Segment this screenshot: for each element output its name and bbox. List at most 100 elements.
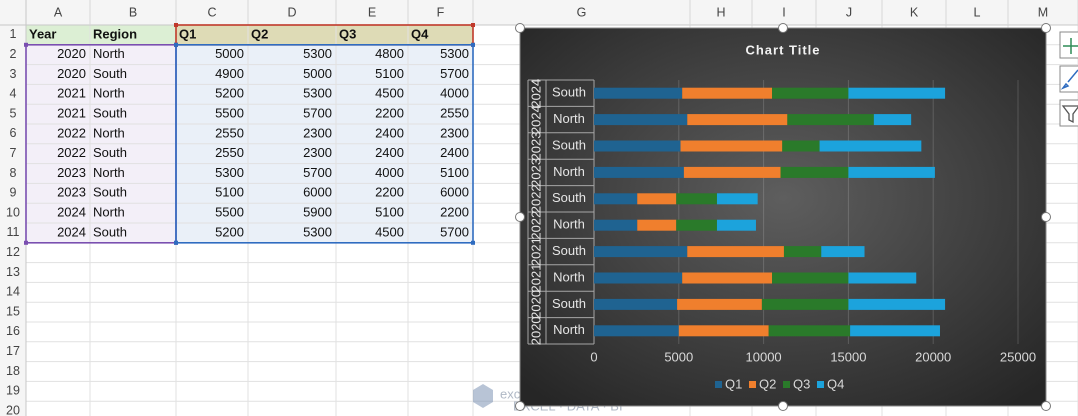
table-cell[interactable]: 4800 — [375, 46, 404, 61]
row-header[interactable]: 20 — [6, 403, 20, 416]
table-cell[interactable]: 4000 — [375, 165, 404, 180]
resize-handle[interactable] — [778, 401, 788, 411]
row-header[interactable]: 1 — [10, 27, 17, 41]
table-cell[interactable]: 2020 — [57, 46, 86, 61]
table-cell[interactable]: 2550 — [215, 125, 244, 140]
table-cell[interactable]: 5000 — [215, 46, 244, 61]
table-cell[interactable]: 5300 — [440, 46, 469, 61]
row-header[interactable]: 10 — [6, 205, 20, 219]
row-header[interactable]: 4 — [10, 87, 17, 101]
resize-handle[interactable] — [778, 23, 788, 33]
resize-handle[interactable] — [515, 212, 525, 222]
column-header[interactable]: M — [1038, 5, 1048, 19]
table-cell[interactable]: 5700 — [303, 165, 332, 180]
table-cell[interactable]: 2400 — [375, 125, 404, 140]
table-cell[interactable]: 5200 — [215, 224, 244, 239]
table-cell[interactable]: 2021 — [57, 86, 86, 101]
row-header[interactable]: 11 — [7, 225, 20, 239]
header-cell[interactable]: Region — [93, 26, 137, 41]
table-cell[interactable]: 6000 — [440, 185, 469, 200]
table-cell[interactable]: South — [93, 145, 127, 160]
table-cell[interactable]: 2022 — [57, 145, 86, 160]
table-cell[interactable]: 5000 — [303, 66, 332, 81]
table-cell[interactable]: 2300 — [303, 145, 332, 160]
table-cell[interactable]: 5100 — [215, 185, 244, 200]
row-header[interactable]: 3 — [10, 67, 17, 81]
table-cell[interactable]: 5300 — [215, 165, 244, 180]
table-cell[interactable]: 5500 — [215, 106, 244, 121]
resize-handle[interactable] — [1041, 23, 1051, 33]
header-cell[interactable]: Q4 — [411, 26, 429, 41]
column-header[interactable]: J — [846, 5, 852, 19]
table-cell[interactable]: 2400 — [375, 145, 404, 160]
table-cell[interactable]: 5200 — [215, 86, 244, 101]
table-cell[interactable]: 4500 — [375, 224, 404, 239]
column-header[interactable]: H — [716, 5, 725, 19]
table-cell[interactable]: 2300 — [440, 125, 469, 140]
table-cell[interactable]: South — [93, 106, 127, 121]
column-header[interactable]: K — [910, 5, 919, 19]
row-header[interactable]: 5 — [10, 106, 17, 120]
table-cell[interactable]: 5900 — [303, 205, 332, 220]
resize-handle[interactable] — [515, 401, 525, 411]
column-header[interactable]: A — [54, 5, 63, 19]
table-cell[interactable]: South — [93, 66, 127, 81]
column-header[interactable]: I — [782, 5, 785, 19]
table-cell[interactable]: North — [93, 125, 125, 140]
header-cell[interactable]: Q3 — [339, 26, 356, 41]
table-cell[interactable]: 4900 — [215, 66, 244, 81]
row-header[interactable]: 18 — [6, 364, 20, 378]
table-cell[interactable]: 2550 — [440, 106, 469, 121]
table-cell[interactable]: 2550 — [215, 145, 244, 160]
table-cell[interactable]: North — [93, 205, 125, 220]
table-cell[interactable]: 5300 — [303, 224, 332, 239]
header-cell[interactable]: Year — [29, 26, 56, 41]
row-header[interactable]: 2 — [10, 47, 17, 61]
table-cell[interactable]: 2024 — [57, 224, 86, 239]
table-cell[interactable]: 2200 — [375, 106, 404, 121]
column-header[interactable]: E — [368, 5, 376, 19]
table-cell[interactable]: 5300 — [303, 86, 332, 101]
resize-handle[interactable] — [1041, 401, 1051, 411]
column-header[interactable]: B — [129, 5, 137, 19]
table-cell[interactable]: 2300 — [303, 125, 332, 140]
resize-handle[interactable] — [515, 23, 525, 33]
table-cell[interactable]: North — [93, 165, 125, 180]
column-header[interactable]: C — [207, 5, 216, 19]
table-cell[interactable]: 6000 — [303, 185, 332, 200]
row-header[interactable]: 19 — [6, 384, 20, 398]
row-header[interactable]: 14 — [6, 285, 20, 299]
row-header[interactable]: 12 — [6, 245, 20, 259]
table-cell[interactable]: 2023 — [57, 165, 86, 180]
table-cell[interactable]: 2200 — [375, 185, 404, 200]
table-cell[interactable]: 5300 — [303, 46, 332, 61]
table-cell[interactable]: 2023 — [57, 185, 86, 200]
table-cell[interactable]: North — [93, 46, 125, 61]
table-cell[interactable]: 5100 — [375, 205, 404, 220]
table-cell[interactable]: South — [93, 185, 127, 200]
table-cell[interactable]: 5700 — [440, 224, 469, 239]
row-header[interactable]: 17 — [6, 344, 20, 358]
table-cell[interactable]: 2024 — [57, 205, 86, 220]
column-header[interactable]: L — [974, 5, 981, 19]
chart[interactable]: Chart Title 0 5000 10000 15000 20000 25000 Nort… — [515, 23, 1051, 411]
table-cell[interactable]: 5700 — [440, 66, 469, 81]
table-cell[interactable]: 2022 — [57, 125, 86, 140]
column-header[interactable]: D — [287, 5, 296, 19]
table-cell[interactable]: 2020 — [57, 66, 86, 81]
column-header[interactable]: F — [437, 5, 445, 19]
resize-handle[interactable] — [1041, 212, 1051, 222]
table-cell[interactable]: 4500 — [375, 86, 404, 101]
table-cell[interactable]: 2200 — [440, 205, 469, 220]
row-header[interactable]: 15 — [6, 304, 20, 318]
table-cell[interactable]: North — [93, 86, 125, 101]
table-cell[interactable]: 4000 — [440, 86, 469, 101]
table-cell[interactable]: 5100 — [440, 165, 469, 180]
row-header[interactable]: 13 — [6, 265, 20, 279]
row-header[interactable]: 8 — [10, 166, 17, 180]
table-cell[interactable]: 5500 — [215, 205, 244, 220]
table-cell[interactable]: 2021 — [57, 106, 86, 121]
chart-elements-button[interactable] — [1059, 31, 1078, 59]
header-cell[interactable]: Q1 — [179, 26, 196, 41]
table-cell[interactable]: South — [93, 224, 127, 239]
